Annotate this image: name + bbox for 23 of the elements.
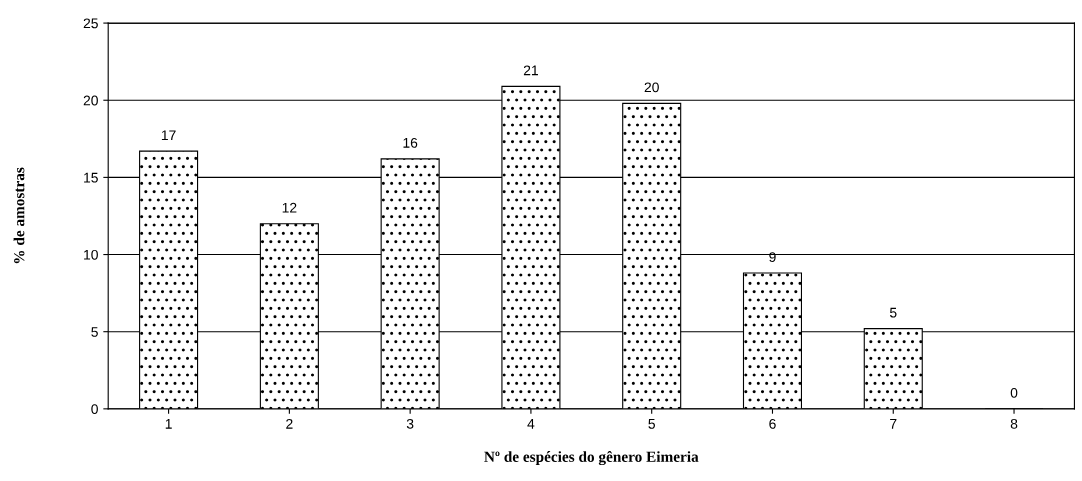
y-tick-label: 10 xyxy=(84,249,98,260)
x-tick-label: 7 xyxy=(890,419,897,429)
data-label: 21 xyxy=(523,65,538,76)
data-label: 17 xyxy=(161,130,176,140)
x-tick-label: 3 xyxy=(406,418,414,429)
data-label: 20 xyxy=(644,82,659,93)
x-tick-label: 2 xyxy=(286,418,293,429)
x-tick-label: 8 xyxy=(1010,418,1018,429)
y-tick-label: 25 xyxy=(83,18,98,29)
data-label: 16 xyxy=(403,137,418,148)
y-tick-label: 5 xyxy=(91,327,98,337)
y-tick-label: 0 xyxy=(91,404,98,415)
x-tick-label: 5 xyxy=(648,419,655,429)
y-tick-label: 20 xyxy=(83,95,98,106)
x-tick-label: 4 xyxy=(527,419,535,429)
data-label: 5 xyxy=(889,307,897,318)
data-label: 0 xyxy=(1010,387,1018,398)
data-label: 12 xyxy=(282,202,297,213)
y-axis-title: % de amostras xyxy=(13,167,25,264)
x-axis-title: Nº de espécies do gênero Eimeria xyxy=(484,450,699,466)
x-tick-label: 1 xyxy=(165,419,172,429)
y-tick-label: 15 xyxy=(84,172,98,183)
x-tick-label: 6 xyxy=(769,418,776,429)
